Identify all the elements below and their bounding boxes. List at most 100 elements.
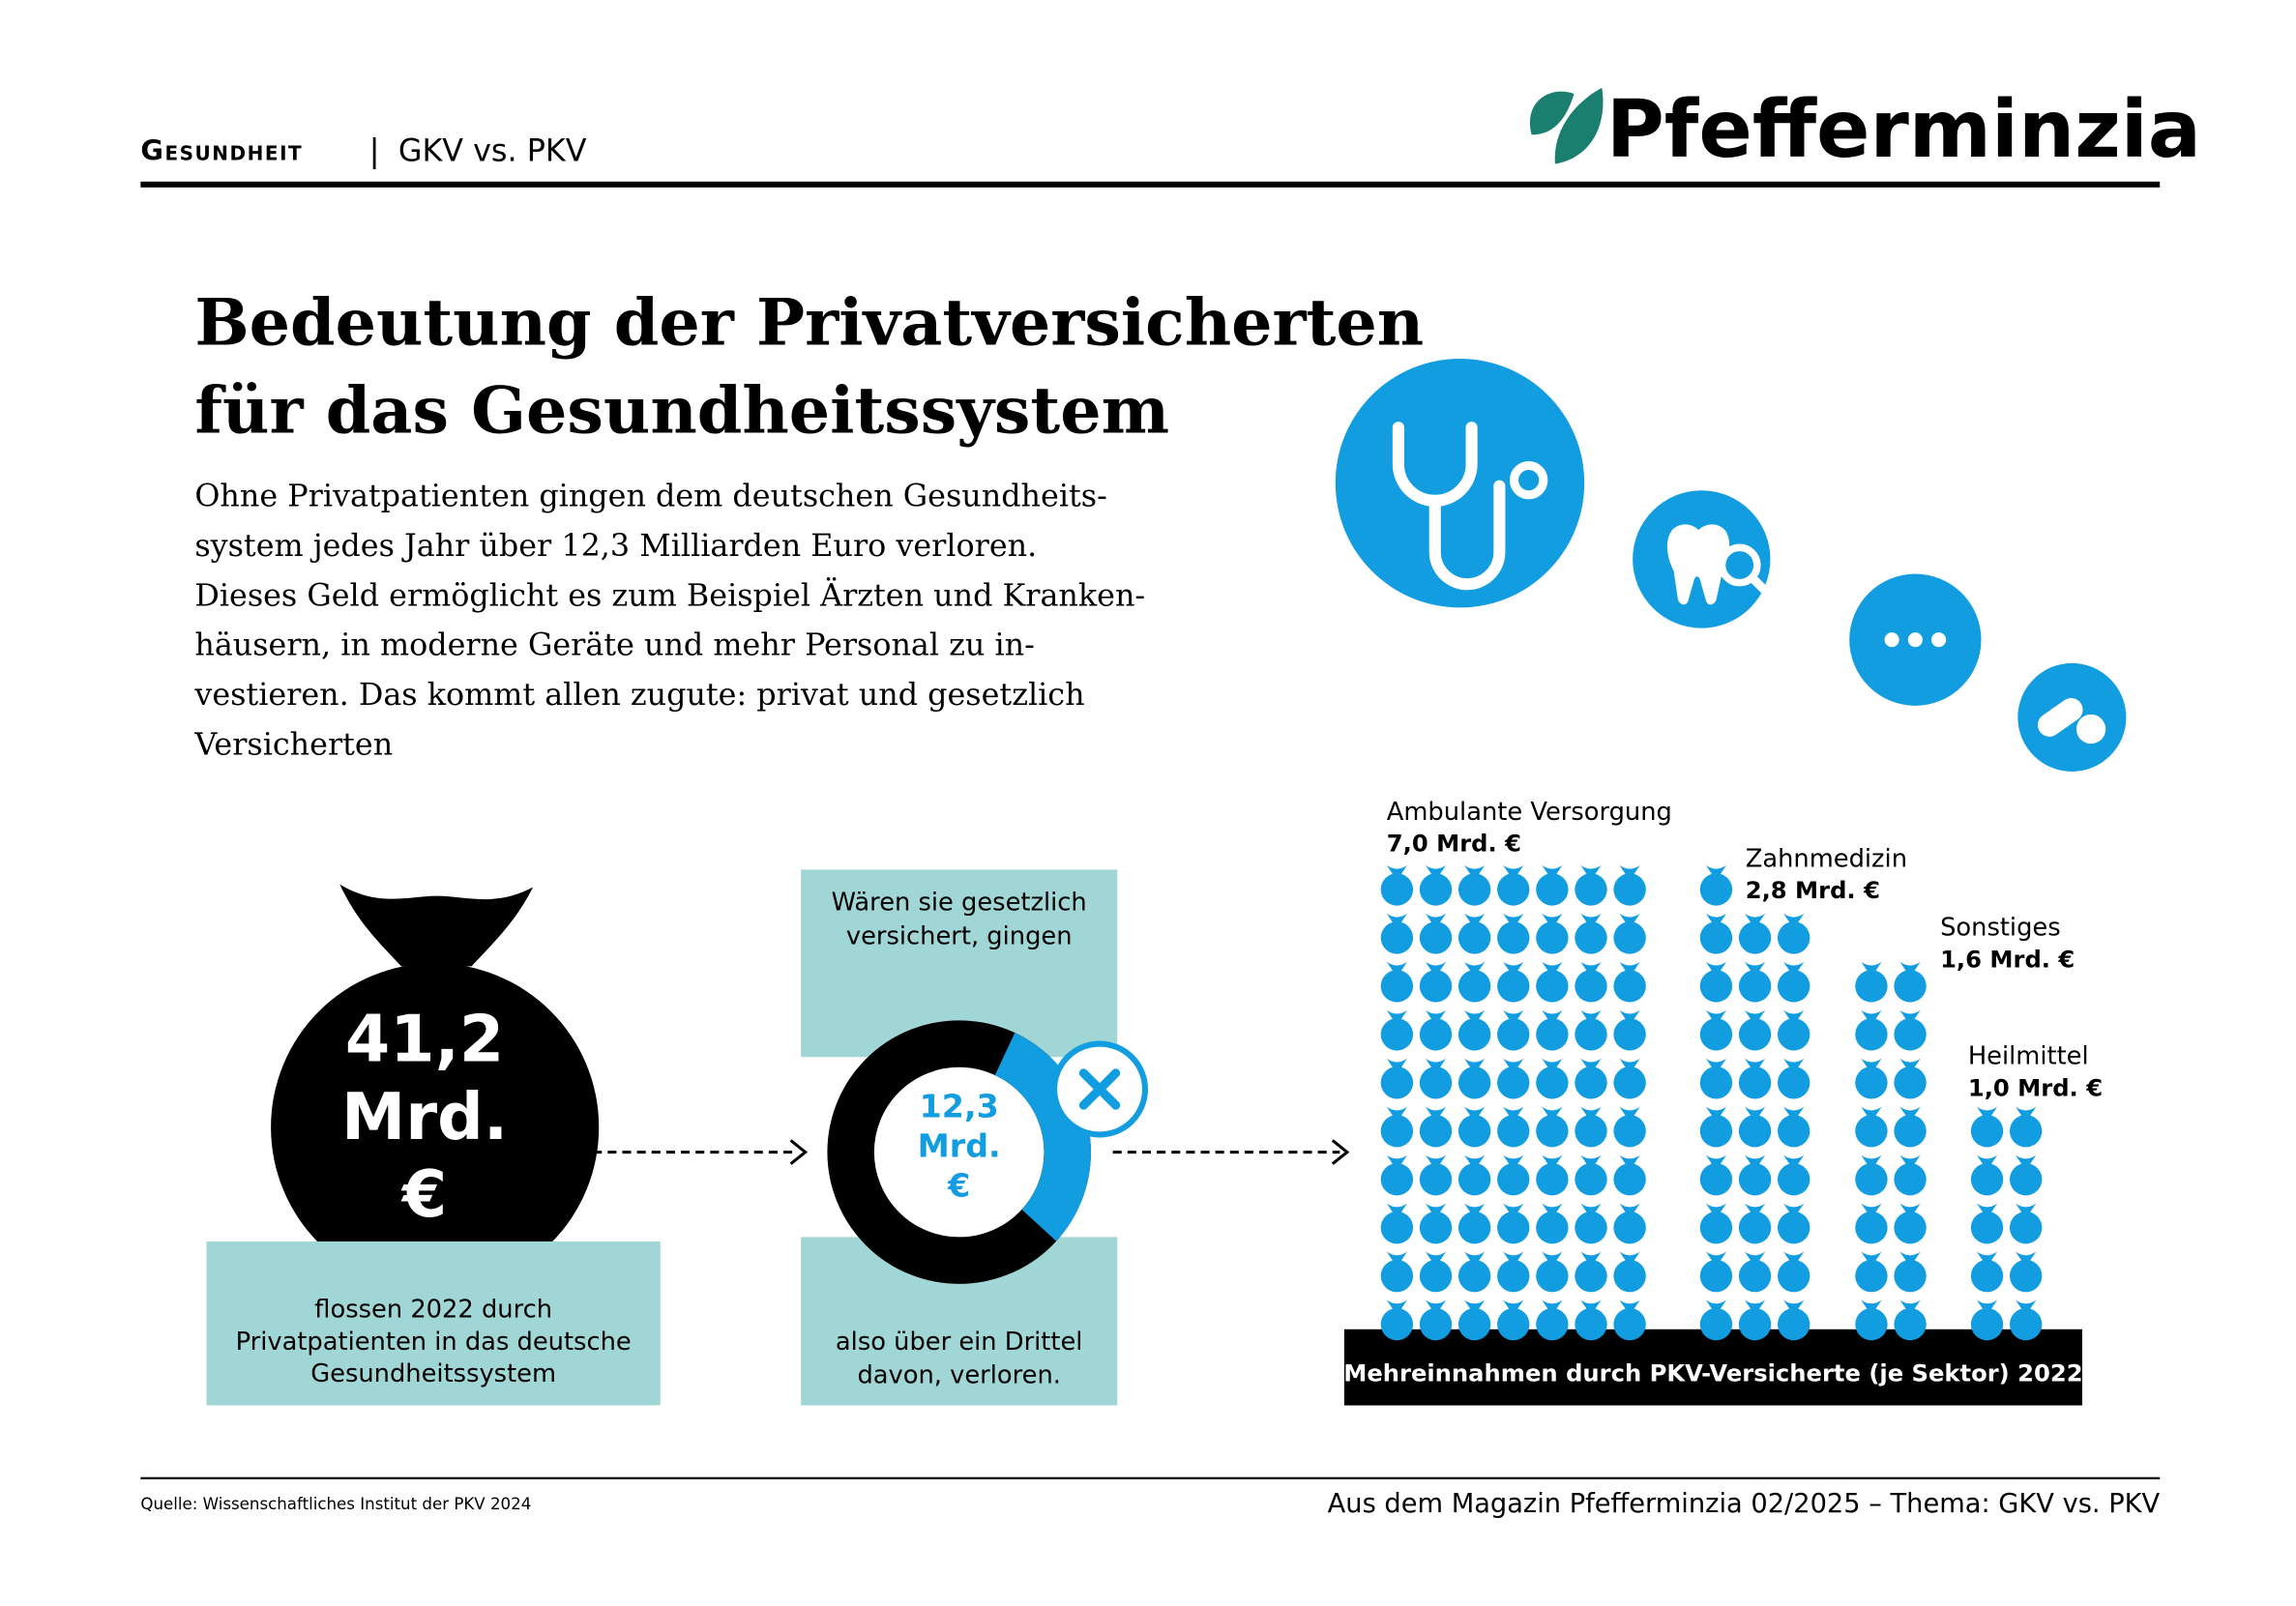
body-line: vestieren. Das kommt allen zugute: priva… (193, 677, 1084, 713)
magazine: Aus dem Magazin Pfefferminzia 02/2025 – … (1328, 1489, 2161, 1519)
bag-icon (1380, 1154, 1414, 1196)
bag-icon (1380, 913, 1414, 954)
brand: Pfefferminzia (1606, 84, 2201, 176)
body-line: Versicherten (193, 727, 393, 763)
sector-name: Sonstiges (1940, 913, 2061, 942)
bag-icon (1778, 1203, 1810, 1244)
bag-icon (1497, 1203, 1530, 1244)
bag-icon (1738, 961, 1772, 1003)
bag-icon (1536, 961, 1569, 1003)
bag-icon (1699, 1058, 1733, 1099)
bag-icon (2010, 1154, 2043, 1196)
bag-icon (1699, 864, 1733, 906)
bag-icon (1855, 1106, 1888, 1148)
bag-column (1380, 864, 1646, 1341)
bag-icon (1738, 1203, 1772, 1244)
bag-icon (1536, 1009, 1569, 1051)
donut-lost (994, 1033, 1091, 1241)
total-label: 41,2 (345, 1002, 504, 1077)
bag-icon (1738, 1299, 1772, 1341)
total-caption: Gesundheitssystem (310, 1359, 556, 1388)
x-mark (1078, 1068, 1121, 1110)
bag-icon (1855, 1009, 1888, 1051)
bag-icon (2010, 1251, 2043, 1293)
bag-icon (1497, 1009, 1530, 1051)
bag-icon (1575, 1058, 1607, 1099)
bag-icon (1613, 864, 1646, 906)
bag-icon (1699, 1203, 1733, 1244)
bag-icon (1894, 1058, 1927, 1099)
bag-icon (1613, 1154, 1646, 1196)
money-bag (271, 884, 600, 1292)
bag-icon (1613, 1203, 1646, 1244)
bag-icon (1738, 1154, 1772, 1196)
bag-icon (1419, 1058, 1453, 1099)
bag-icon (1699, 961, 1733, 1003)
bag-icon (1380, 1203, 1414, 1244)
separator: | (369, 131, 380, 169)
bag-icon (1970, 1251, 2004, 1293)
bag-icon (1536, 1299, 1569, 1341)
lost-bottom-text: davon, verloren. (857, 1361, 1061, 1390)
bag-icon (1380, 1251, 1414, 1293)
bag-icon (1457, 1009, 1491, 1051)
bag-icon (1457, 1106, 1491, 1148)
bag-icon (1419, 1203, 1453, 1244)
bag-icon (1613, 1299, 1646, 1341)
bag-icon (1778, 1009, 1810, 1051)
bag-icon (2010, 1203, 2043, 1244)
bag-icon (2010, 1106, 2043, 1148)
sector-name: Heilmittel (1968, 1042, 2089, 1071)
bag-icon (1855, 1299, 1888, 1341)
bag-icon (1778, 961, 1810, 1003)
bag-icon (1536, 1154, 1569, 1196)
bag-icon (1738, 913, 1772, 954)
bag-icon (1894, 1251, 1927, 1293)
arrow-head (1331, 1139, 1350, 1165)
body-line: Dieses Geld ermöglicht es zum Beispiel Ä… (194, 577, 1145, 613)
icons (1335, 358, 2127, 772)
bag-icon (1855, 1058, 1888, 1099)
bag-icon (1536, 1203, 1569, 1244)
body-line: häusern, in moderne Geräte und mehr Pers… (194, 628, 1034, 663)
bag-icon (1699, 1299, 1733, 1341)
bag-icon (1970, 1299, 2004, 1341)
chart-title: Mehreinnahmen durch PKV-Versicherte (je … (1343, 1360, 2082, 1387)
bag-icon (1699, 1251, 1733, 1293)
bag-icon (1457, 961, 1491, 1003)
base-bar (1343, 1329, 2082, 1406)
lost-top-text: Wären sie gesetzlich (832, 889, 1087, 918)
bag-icon (1738, 1106, 1772, 1148)
bag-icon (1497, 1299, 1530, 1341)
bag-icon (1575, 1299, 1607, 1341)
bag-icon (1575, 913, 1607, 954)
lost-top-text: versichert, gingen (846, 922, 1073, 951)
bag-icon (1457, 1203, 1491, 1244)
bag-icon (1497, 1251, 1530, 1293)
bag-icon (1894, 1203, 1927, 1244)
bag-icon (1575, 961, 1607, 1003)
bag-icon (1380, 1299, 1414, 1341)
bag-icon (1970, 1203, 2004, 1244)
bag-icon (1419, 1154, 1453, 1196)
bag-icon (1497, 913, 1530, 954)
bag-icon (1457, 913, 1491, 954)
bag-icon (1699, 1106, 1733, 1148)
bag-icon (1778, 1154, 1810, 1196)
bag-icon (1575, 1009, 1607, 1051)
source: Quelle: Wissenschaftliches Institut der … (140, 1495, 531, 1513)
bag-column (1970, 1106, 2043, 1341)
bag-icon (1894, 1299, 1927, 1341)
title-line: Bedeutung der Privatversicherten (194, 284, 1424, 361)
bag-icon (1380, 1009, 1414, 1051)
bag-icon (1497, 864, 1530, 906)
bag-icon (1457, 1154, 1491, 1196)
bag-icon (1575, 1203, 1607, 1244)
bag-icon (1894, 1154, 1927, 1196)
bag-icon (1380, 864, 1414, 906)
bag-icon (1855, 1154, 1888, 1196)
bag-icon (1699, 913, 1733, 954)
bag-icon (1419, 961, 1453, 1003)
bag-icon (1536, 864, 1569, 906)
